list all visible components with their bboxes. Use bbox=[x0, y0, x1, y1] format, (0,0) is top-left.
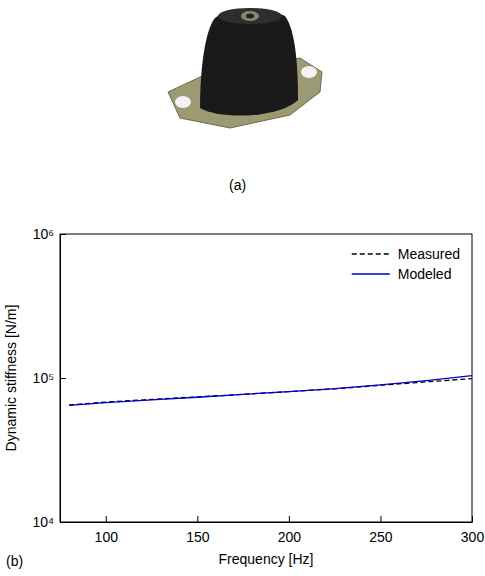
y-axis: 10⁴ 10⁵ 10⁶ bbox=[32, 226, 66, 530]
y-axis-title: Dynamic stiffness [N/m] bbox=[3, 305, 19, 452]
x-tick-label: 300 bbox=[461, 529, 485, 545]
panel-label: (b) bbox=[6, 553, 23, 569]
mount-hole bbox=[301, 66, 317, 78]
x-tick: 150 bbox=[186, 516, 210, 545]
x-axis-title: Frequency [Hz] bbox=[219, 551, 314, 567]
legend: Measured Modeled bbox=[352, 246, 460, 282]
y-tick-mark bbox=[60, 378, 66, 379]
x-tick: 100 bbox=[95, 516, 119, 545]
mount-top bbox=[218, 8, 282, 24]
mount-hole bbox=[175, 96, 191, 108]
legend-label: Modeled bbox=[398, 266, 452, 282]
x-tick-mark bbox=[380, 516, 381, 522]
x-tick-label: 200 bbox=[278, 529, 302, 545]
mount-rubber bbox=[200, 9, 298, 116]
plot-marks bbox=[69, 376, 472, 406]
y-tick-label: 10⁶ bbox=[33, 226, 54, 242]
x-tick-mark bbox=[106, 516, 107, 522]
x-tick-mark bbox=[197, 516, 198, 522]
figure: (a) 100 150 200 250 300 10⁴ 10⁵ 10⁶ Measured Model… bbox=[0, 0, 485, 576]
x-tick: 250 bbox=[369, 516, 393, 545]
y-tick-label: 10⁵ bbox=[33, 370, 54, 386]
x-tick-label: 250 bbox=[369, 529, 393, 545]
x-tick-label: 100 bbox=[95, 529, 119, 545]
mount-nut-hole bbox=[246, 14, 254, 19]
x-tick: 200 bbox=[278, 516, 302, 545]
panel-label: (a) bbox=[229, 177, 246, 193]
mount-photo bbox=[168, 8, 322, 128]
y-tick-label: 10⁴ bbox=[32, 514, 54, 530]
x-tick-mark bbox=[289, 516, 290, 522]
mount-nut bbox=[241, 11, 259, 21]
y-tick: 10⁵ bbox=[33, 370, 66, 386]
legend-swatch bbox=[352, 273, 390, 274]
legend-label: Measured bbox=[398, 246, 460, 262]
series-line bbox=[69, 376, 472, 406]
plot-frame bbox=[60, 234, 472, 522]
legend-swatch bbox=[352, 253, 390, 254]
x-axis: 100 150 200 250 300 bbox=[61, 516, 485, 545]
x-tick: 300 bbox=[461, 516, 485, 545]
x-tick-label: 150 bbox=[186, 529, 210, 545]
